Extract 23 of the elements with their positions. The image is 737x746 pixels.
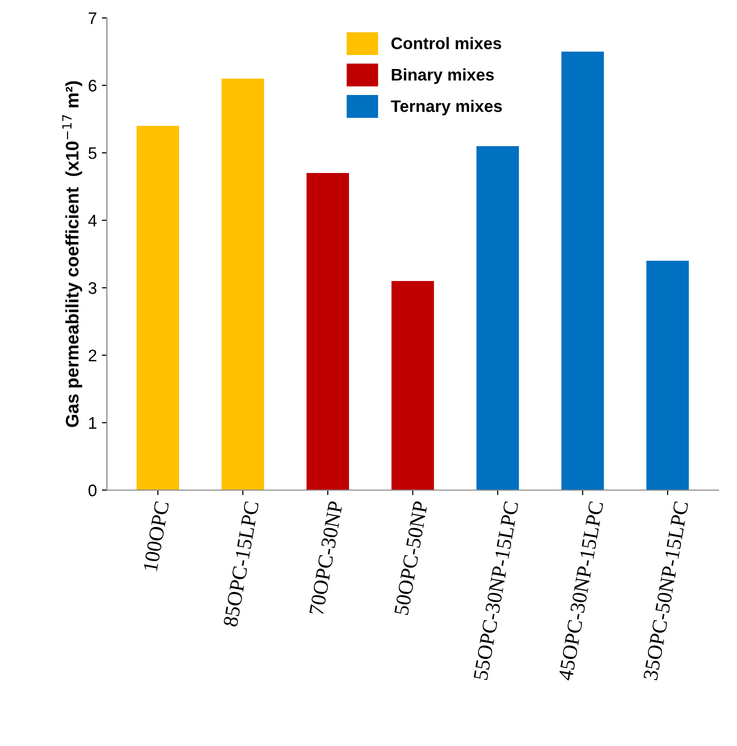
x-tick-label: 70OPC-30NP xyxy=(309,500,343,616)
x-tick-label: 85OPC-15LPC xyxy=(223,501,259,628)
y-tick-label: 5 xyxy=(88,147,96,160)
bar xyxy=(391,280,434,490)
y-tick-label: 6 xyxy=(88,80,96,92)
bar xyxy=(306,173,349,490)
bar xyxy=(476,146,519,490)
y-tick-label: 4 xyxy=(88,214,97,226)
x-tick-label: 50OPC-50NP xyxy=(394,500,428,616)
legend-label: Control mixes xyxy=(391,36,502,50)
bar xyxy=(561,52,604,490)
y-tick-label: 2 xyxy=(88,350,96,362)
y-tick-label: 0 xyxy=(88,484,96,496)
bar xyxy=(646,260,689,490)
y-tick-label: 3 xyxy=(88,282,96,294)
x-tick-label: 100OPC xyxy=(143,501,170,572)
legend-label: Binary mixes xyxy=(392,68,494,84)
y-tick-label: 1 xyxy=(89,417,96,429)
legend-label: Ternary mixes xyxy=(390,100,502,116)
y-tick-label: 7 xyxy=(88,12,96,24)
bar xyxy=(222,78,264,490)
y-axis-title: Gas permeability coefficient (x10$^{−17}$ m²) xyxy=(62,81,82,428)
bar xyxy=(136,126,180,490)
